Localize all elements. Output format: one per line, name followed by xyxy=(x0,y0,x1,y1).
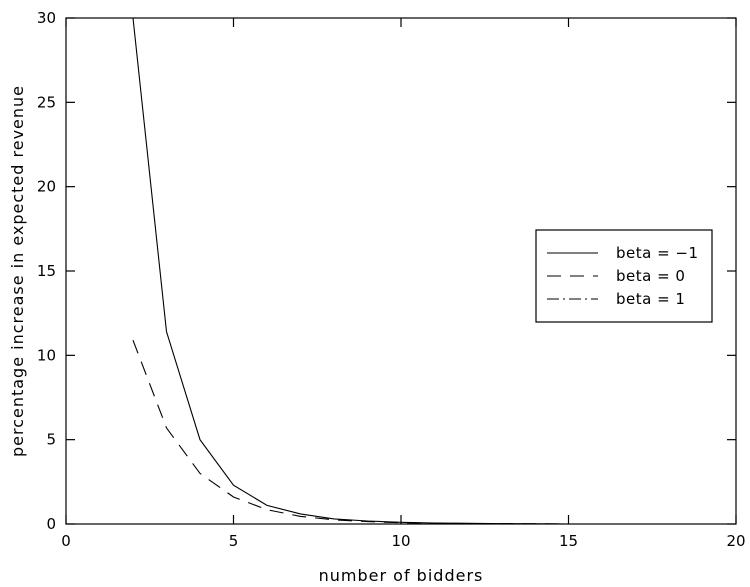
legend-label-1: beta = 0 xyxy=(616,267,685,285)
y-axis-label: percentage increase in expected revenue xyxy=(8,85,27,457)
legend-label-2: beta = 1 xyxy=(616,290,685,308)
series-line-0 xyxy=(132,18,569,524)
legend-box xyxy=(535,229,713,323)
x-tick-label-0: 0 xyxy=(61,532,71,550)
y-tick-label-2: 10 xyxy=(37,346,56,364)
y-tick-label-6: 30 xyxy=(37,9,56,27)
x-tick-label-1: 5 xyxy=(229,532,239,550)
legend: beta = −1 beta = 0 beta = 1 xyxy=(535,229,713,323)
x-tick-label-4: 20 xyxy=(726,532,745,550)
axis-ticks: 0 5 10 15 20 0 5 10 15 20 25 30 xyxy=(37,9,746,550)
series-lines xyxy=(132,18,569,524)
y-tick-label-3: 15 xyxy=(37,262,56,280)
x-tick-label-3: 15 xyxy=(559,532,578,550)
x-tick-label-2: 10 xyxy=(391,532,410,550)
y-tick-label-4: 20 xyxy=(37,178,56,196)
y-tick-label-1: 5 xyxy=(46,431,56,449)
y-tick-label-5: 25 xyxy=(37,93,56,111)
x-axis-label: number of bidders xyxy=(319,566,484,585)
series-line-1 xyxy=(132,340,569,524)
y-tick-label-0: 0 xyxy=(46,515,56,533)
legend-label-0: beta = −1 xyxy=(616,244,699,262)
